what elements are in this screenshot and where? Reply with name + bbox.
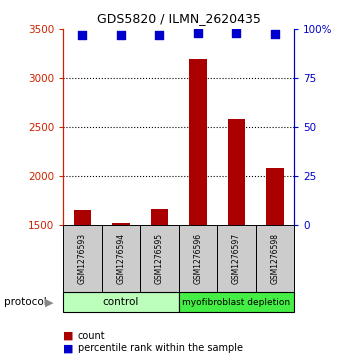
Text: GSM1276596: GSM1276596 (193, 233, 203, 284)
Point (272, 31, 278, 37)
Bar (151, 209, 168, 225)
Bar (256, 225, 294, 292)
Bar (217, 225, 256, 292)
Text: ■: ■ (63, 331, 74, 341)
Point (79, 32, 85, 38)
Bar (112, 223, 130, 225)
Text: control: control (103, 297, 139, 307)
Text: ▶: ▶ (44, 297, 53, 307)
Title: GDS5820 / ILMN_2620435: GDS5820 / ILMN_2620435 (97, 12, 261, 25)
Point (118, 32, 124, 38)
Point (157, 32, 162, 38)
Bar (140, 225, 179, 292)
Bar (266, 168, 284, 225)
Point (195, 30, 201, 36)
Text: protocol: protocol (4, 297, 46, 307)
Text: GSM1276598: GSM1276598 (270, 233, 279, 284)
Text: count: count (78, 331, 105, 341)
Bar (179, 292, 294, 312)
Bar (179, 225, 217, 292)
Text: GSM1276595: GSM1276595 (155, 233, 164, 284)
Bar (228, 119, 245, 225)
Bar (63, 225, 102, 292)
Text: GSM1276597: GSM1276597 (232, 233, 241, 284)
Bar (74, 210, 91, 225)
Point (234, 30, 239, 36)
Text: ■: ■ (63, 343, 74, 354)
Bar (189, 60, 206, 225)
Bar (102, 225, 140, 292)
Text: GSM1276593: GSM1276593 (78, 233, 87, 284)
Text: GSM1276594: GSM1276594 (117, 233, 125, 284)
Text: percentile rank within the sample: percentile rank within the sample (78, 343, 243, 354)
Text: myofibroblast depletion: myofibroblast depletion (182, 298, 291, 307)
Bar (63, 292, 179, 312)
